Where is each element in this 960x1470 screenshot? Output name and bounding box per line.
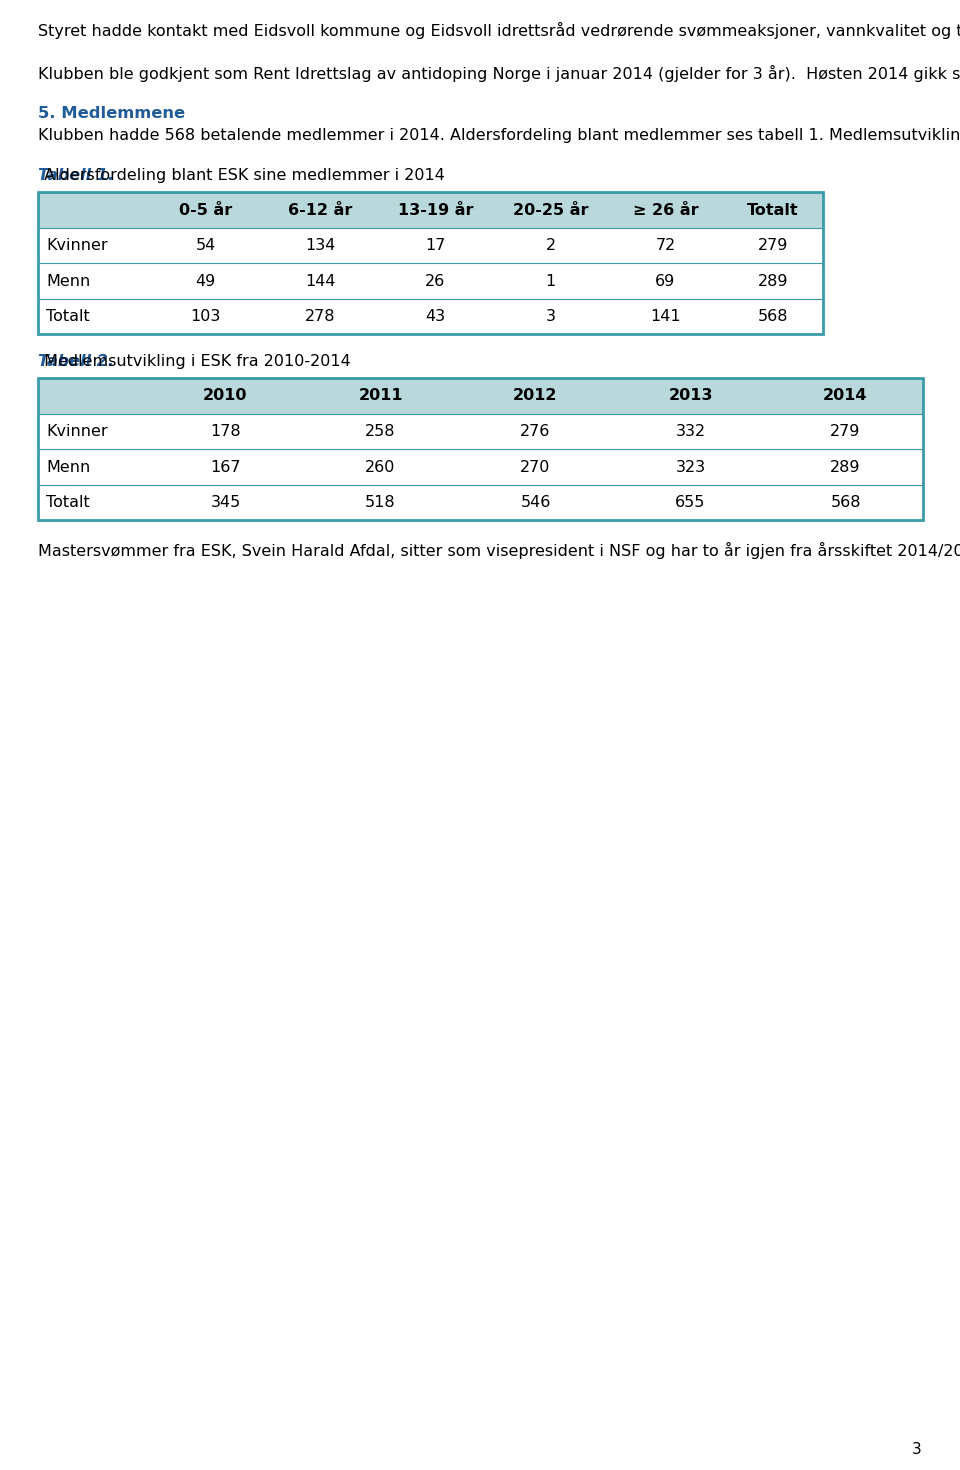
Text: 258: 258 bbox=[365, 423, 396, 440]
Text: 2014: 2014 bbox=[824, 388, 868, 403]
Text: 72: 72 bbox=[656, 238, 676, 253]
Text: 518: 518 bbox=[365, 495, 396, 510]
Text: 144: 144 bbox=[305, 273, 336, 288]
Text: 167: 167 bbox=[210, 460, 241, 475]
Text: Styret hadde kontakt med Eidsvoll kommune og Eidsvoll idrettsråd vedrørende svøm: Styret hadde kontakt med Eidsvoll kommun… bbox=[38, 22, 960, 40]
Text: 3: 3 bbox=[545, 309, 556, 323]
Text: Totalt: Totalt bbox=[747, 203, 799, 218]
Bar bbox=[38, 263, 823, 298]
Text: 279: 279 bbox=[830, 423, 861, 440]
Text: 134: 134 bbox=[305, 238, 336, 253]
Text: 2013: 2013 bbox=[668, 388, 712, 403]
Text: 568: 568 bbox=[757, 309, 788, 323]
Text: 345: 345 bbox=[210, 495, 241, 510]
Text: 20-25 år: 20-25 år bbox=[513, 203, 588, 218]
Text: Tabell 2.: Tabell 2. bbox=[38, 354, 114, 369]
Text: 289: 289 bbox=[757, 273, 788, 288]
Text: 289: 289 bbox=[830, 460, 861, 475]
Bar bbox=[38, 378, 923, 520]
Text: 323: 323 bbox=[676, 460, 706, 475]
Text: 2012: 2012 bbox=[514, 388, 558, 403]
Text: 49: 49 bbox=[196, 273, 216, 288]
Text: 276: 276 bbox=[520, 423, 551, 440]
Text: 260: 260 bbox=[366, 460, 396, 475]
Text: 546: 546 bbox=[520, 495, 551, 510]
Text: 568: 568 bbox=[830, 495, 861, 510]
Text: Menn: Menn bbox=[46, 273, 90, 288]
Text: 3: 3 bbox=[912, 1442, 922, 1457]
Text: 278: 278 bbox=[305, 309, 336, 323]
Bar bbox=[38, 298, 823, 334]
Text: 6-12 år: 6-12 år bbox=[288, 203, 352, 218]
Text: Klubben hadde 568 betalende medlemmer i 2014. Aldersfordeling blant medlemmer se: Klubben hadde 568 betalende medlemmer i … bbox=[38, 128, 960, 144]
Text: 17: 17 bbox=[425, 238, 445, 253]
Text: Menn: Menn bbox=[46, 460, 90, 475]
Text: Aldersfordeling blant ESK sine medlemmer i 2014: Aldersfordeling blant ESK sine medlemmer… bbox=[39, 168, 444, 184]
Text: Medlemsutvikling i ESK fra 2010-2014: Medlemsutvikling i ESK fra 2010-2014 bbox=[39, 354, 350, 369]
Text: 0-5 år: 0-5 år bbox=[179, 203, 232, 218]
Text: Totalt: Totalt bbox=[46, 495, 89, 510]
Bar bbox=[38, 378, 923, 413]
Text: ≥ 26 år: ≥ 26 år bbox=[633, 203, 698, 218]
Text: Klubben ble godkjent som Rent Idrettslag av antidoping Norge i januar 2014 (gjel: Klubben ble godkjent som Rent Idrettslag… bbox=[38, 63, 960, 82]
Text: 103: 103 bbox=[190, 309, 221, 323]
Text: 5. Medlemmene: 5. Medlemmene bbox=[38, 106, 185, 121]
Text: 26: 26 bbox=[425, 273, 445, 288]
Bar bbox=[38, 413, 923, 450]
Text: 655: 655 bbox=[675, 495, 706, 510]
Text: Kvinner: Kvinner bbox=[46, 238, 108, 253]
Text: 1: 1 bbox=[545, 273, 556, 288]
Text: 178: 178 bbox=[210, 423, 241, 440]
Bar bbox=[38, 193, 823, 334]
Text: 279: 279 bbox=[757, 238, 788, 253]
Text: 2010: 2010 bbox=[204, 388, 248, 403]
Bar bbox=[38, 450, 923, 485]
Bar bbox=[38, 193, 823, 228]
Text: 2: 2 bbox=[545, 238, 556, 253]
Text: 13-19 år: 13-19 år bbox=[397, 203, 473, 218]
Text: 2011: 2011 bbox=[358, 388, 403, 403]
Text: Tabell 1.: Tabell 1. bbox=[38, 168, 114, 184]
Text: 43: 43 bbox=[425, 309, 445, 323]
Bar bbox=[38, 485, 923, 520]
Text: 270: 270 bbox=[520, 460, 551, 475]
Text: Mastersvømmer fra ESK, Svein Harald Afdal, sitter som visepresident i NSF og har: Mastersvømmer fra ESK, Svein Harald Afda… bbox=[38, 542, 960, 559]
Text: 332: 332 bbox=[676, 423, 706, 440]
Text: Totalt: Totalt bbox=[46, 309, 89, 323]
Text: 69: 69 bbox=[656, 273, 676, 288]
Text: Kvinner: Kvinner bbox=[46, 423, 108, 440]
Text: 141: 141 bbox=[650, 309, 681, 323]
Text: 54: 54 bbox=[196, 238, 216, 253]
Bar bbox=[38, 228, 823, 263]
